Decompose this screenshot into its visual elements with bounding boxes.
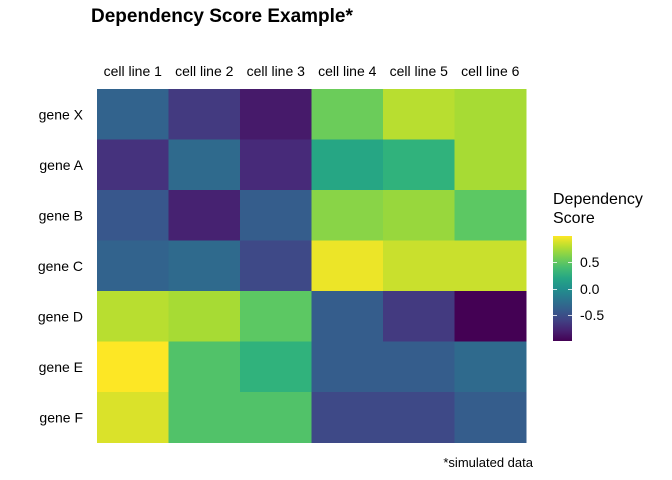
heatmap-cell [168, 89, 241, 140]
legend-tick-mark [568, 262, 572, 264]
column-label: cell line 5 [390, 63, 449, 79]
heatmap-cell [454, 392, 527, 443]
column-label: cell line 4 [318, 63, 377, 79]
heatmap-cell [240, 291, 312, 342]
legend-body: 0.5 0.0 -0.5 [553, 236, 672, 341]
legend-title: Dependency Score [553, 191, 643, 227]
heatmap-cell [383, 341, 455, 393]
heatmap-cell [97, 89, 169, 140]
color-legend: Dependency Score 0.5 0.0 -0.5 [553, 190, 672, 341]
heatmap-cell [168, 139, 241, 191]
heatmap-cell [454, 89, 527, 140]
row-label: gene F [39, 409, 83, 425]
heatmap-cell [311, 291, 384, 342]
heatmap-cell [454, 240, 527, 292]
legend-tick-label: 0.0 [580, 280, 600, 297]
chart-title: Dependency Score Example* [91, 6, 353, 27]
row-label: gene E [39, 359, 83, 375]
column-label: cell line 1 [104, 63, 163, 79]
heatmap-cell [168, 392, 241, 443]
heatmap-cell [240, 341, 312, 393]
heatmap-cell [311, 341, 384, 393]
heatmap-cell [97, 392, 169, 443]
heatmap-cell [240, 139, 312, 191]
heatmap-cell [168, 240, 241, 292]
legend-tick-label: 0.5 [580, 254, 600, 271]
heatmap-cell [311, 139, 384, 191]
row-label: gene C [38, 258, 83, 274]
heatmap-cell [311, 89, 384, 140]
heatmap-cell [454, 341, 527, 393]
heatmap-cell [383, 392, 455, 443]
heatmap-cell [383, 291, 455, 342]
column-label: cell line 3 [247, 63, 306, 79]
heatmap-cell [311, 392, 384, 443]
heatmap-cell [97, 291, 169, 342]
heatmap-cell [311, 190, 384, 241]
heatmap-cell [240, 240, 312, 292]
heatmap-cell [168, 291, 241, 342]
chart-caption: *simulated data [443, 455, 533, 470]
heatmap-cell [383, 240, 455, 292]
legend-tick-mark [568, 288, 572, 290]
heatmap-cell [383, 190, 455, 241]
heatmap-cell [383, 89, 455, 140]
heatmap-cell [383, 139, 455, 191]
row-label: gene A [39, 157, 83, 173]
heatmap-cell [168, 190, 241, 241]
legend-colorbar [553, 236, 572, 341]
heatmap-cell [454, 291, 527, 342]
column-label: cell line 2 [175, 63, 234, 79]
row-label: gene X [39, 106, 84, 122]
heatmap-cell [97, 190, 169, 241]
row-label: gene D [38, 308, 83, 324]
heatmap-cell [311, 240, 384, 292]
heatmap-cell [240, 89, 312, 140]
heatmap-cell [97, 139, 169, 191]
heatmap-cell [240, 190, 312, 241]
legend-tick-mark [553, 314, 557, 316]
legend-tick-label: -0.5 [580, 306, 605, 323]
row-label: gene B [39, 207, 83, 223]
heatmap-cell [97, 240, 169, 292]
legend-tick-mark [568, 314, 572, 316]
heatmap-cell [454, 190, 527, 241]
heatmap-cell [168, 341, 241, 393]
heatmap-cell [240, 392, 312, 443]
heatmap-cell [97, 341, 169, 393]
column-label: cell line 6 [461, 63, 520, 79]
heatmap-cell [454, 139, 527, 191]
legend-tick-mark [553, 288, 557, 290]
legend-tick-mark [553, 262, 557, 264]
